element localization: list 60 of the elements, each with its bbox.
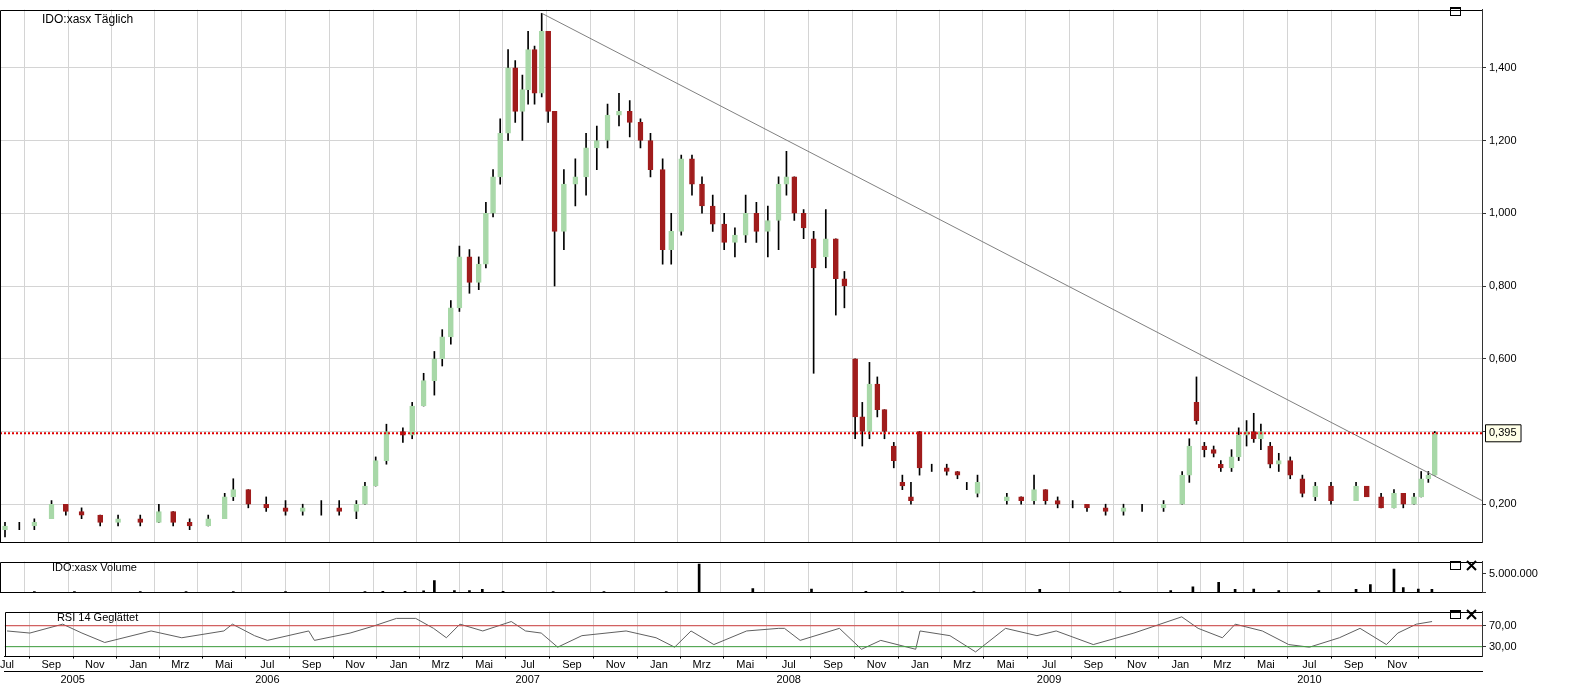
y-tick-label: 1,400 bbox=[1489, 60, 1517, 73]
x2-tick-label: 2010 bbox=[1297, 673, 1322, 686]
x-tick-label: Mai bbox=[1257, 658, 1275, 671]
candlestick bbox=[1275, 452, 1282, 472]
x-tick-label: Sep bbox=[1343, 658, 1364, 671]
y-tick-label: 1,000 bbox=[1489, 206, 1517, 219]
x-tick-label: Mai bbox=[475, 658, 494, 671]
candlestick bbox=[593, 125, 600, 170]
y-tick-label: 0,200 bbox=[1489, 497, 1517, 510]
chart-title: IDO:xasx Volume bbox=[52, 561, 137, 574]
chart-title: IDO:xasx Täglich bbox=[42, 11, 134, 26]
x-tick-label: Nov bbox=[605, 658, 626, 671]
x-tick-label: Mrz bbox=[431, 658, 450, 671]
x-tick-label: Mai bbox=[214, 658, 233, 671]
candlestick bbox=[732, 227, 738, 258]
x2-tick-label: 2007 bbox=[515, 673, 540, 686]
x-tick-label: Mrz bbox=[692, 658, 711, 671]
chart-title: RSI 14 Geglättet bbox=[56, 611, 139, 624]
x-tick-label: Sep bbox=[823, 658, 843, 671]
y-tick-label: 30,00 bbox=[1489, 639, 1517, 652]
candlestick bbox=[616, 92, 622, 127]
x-tick-label: Jul bbox=[0, 658, 15, 671]
x-tick-label: Jul bbox=[781, 658, 796, 671]
candlestick bbox=[908, 482, 914, 505]
x-tick-label: Jan bbox=[129, 658, 148, 671]
candlestick bbox=[1363, 485, 1370, 498]
x-tick-label: Sep bbox=[301, 658, 322, 671]
x-tick-label: Mrz bbox=[171, 658, 190, 671]
x-tick-label: Jul bbox=[1302, 658, 1317, 671]
y-tick-label: 70,00 bbox=[1489, 618, 1517, 631]
y-tick-label: 1,200 bbox=[1489, 133, 1517, 146]
x-tick-label: Mrz bbox=[952, 658, 972, 671]
x-tick-label: Jul bbox=[260, 658, 275, 671]
candlestick bbox=[765, 205, 771, 258]
x2-tick-label: 2006 bbox=[255, 673, 280, 686]
x-tick-label: Mrz bbox=[1213, 658, 1232, 671]
x-tick-label: Jan bbox=[650, 658, 668, 671]
x2-tick-label: 2005 bbox=[60, 673, 85, 686]
x2-tick-label: 2009 bbox=[1036, 673, 1062, 686]
x-tick-label: Sep bbox=[41, 658, 62, 671]
y-tick-label: 0,600 bbox=[1489, 351, 1517, 364]
x-tick-label: Jan bbox=[389, 658, 408, 671]
x-tick-label: Nov bbox=[1387, 658, 1408, 671]
x-tick-label: Nov bbox=[345, 658, 366, 671]
x-tick-label: Sep bbox=[1083, 658, 1104, 671]
x-tick-label: Nov bbox=[866, 658, 887, 671]
ref-line-label: 0,395 bbox=[1489, 426, 1517, 439]
x-tick-label: Jan bbox=[1171, 658, 1190, 671]
y-tick-label: 0,800 bbox=[1489, 279, 1517, 292]
x-tick-label: Sep bbox=[562, 658, 582, 671]
x-tick-label: Jan bbox=[911, 658, 929, 671]
x2-tick-label: 2008 bbox=[776, 673, 801, 686]
x-tick-label: Mai bbox=[736, 658, 755, 671]
x-tick-label: Nov bbox=[1127, 658, 1148, 671]
x-tick-label: Jul bbox=[1042, 658, 1057, 671]
y-tick-label: 5.000.000 bbox=[1489, 566, 1538, 579]
x-tick-label: Mai bbox=[996, 658, 1015, 671]
candlestick bbox=[1250, 412, 1257, 443]
x-tick-label: Nov bbox=[84, 658, 106, 671]
x-tick-label: Jul bbox=[520, 658, 535, 671]
